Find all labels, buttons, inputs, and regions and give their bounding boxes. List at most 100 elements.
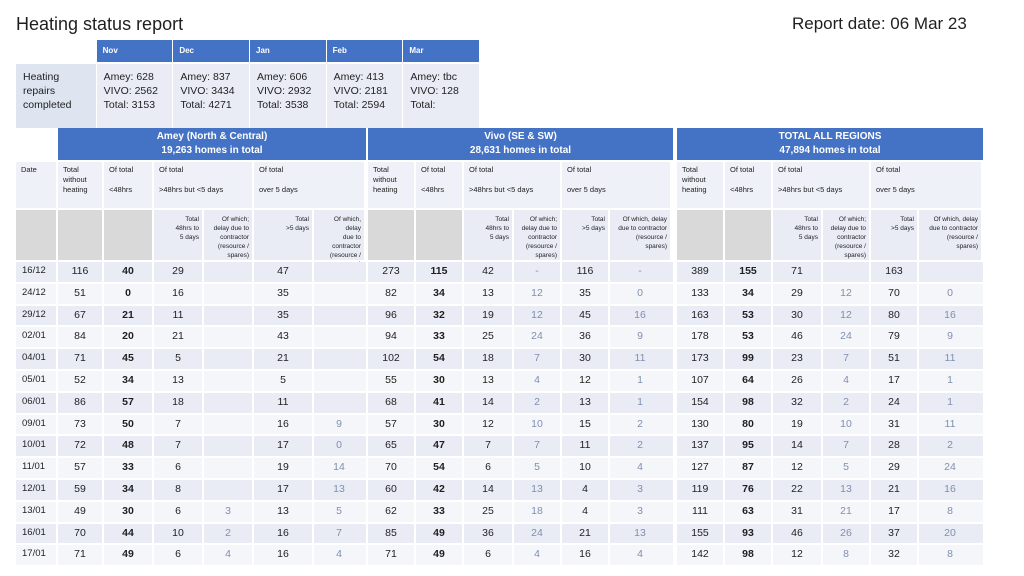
table-cell: 46: [791, 330, 803, 343]
table-cell: 05/01: [22, 374, 46, 385]
table-row: [368, 523, 673, 544]
table-cell: [204, 461, 252, 479]
table-cell: 13: [531, 483, 543, 495]
table-cell: 44: [122, 526, 134, 539]
cell-divider: [723, 327, 725, 348]
report-title: Heating status report: [16, 14, 184, 34]
cell-divider: [312, 458, 314, 478]
table-cell: 116: [576, 265, 594, 277]
cell-divider: [560, 392, 562, 413]
table-cell: 9: [947, 330, 953, 343]
cell-divider: [723, 501, 725, 522]
table-cell: 17: [277, 439, 289, 452]
table-cell: 51: [74, 286, 86, 299]
cell-divider: [252, 327, 254, 348]
cell-divider: [252, 283, 254, 304]
table-cell: 10: [172, 526, 184, 539]
cell-divider: [414, 371, 416, 391]
table-cell: 116: [71, 265, 89, 277]
col-header-48-to-5: Of total >48hrs but <5 days: [464, 162, 560, 208]
cell-divider: [917, 327, 919, 348]
cell-divider: [202, 501, 204, 522]
cell-divider: [512, 523, 514, 544]
table-cell: 24: [531, 526, 543, 539]
cell-divider: [56, 414, 58, 435]
sub-header-delay: Of which; delay due to contractor (resource…: [204, 210, 252, 260]
table-cell: 33: [433, 504, 445, 517]
table-cell: 142: [691, 548, 709, 561]
cell-divider: [771, 305, 773, 326]
table-cell: 173: [691, 352, 709, 365]
cell-divider: [771, 501, 773, 522]
cell-divider: [102, 545, 104, 566]
table-row: [368, 371, 673, 391]
region-name: Vivo (SE & SW): [484, 131, 557, 142]
table-cell: 2: [637, 439, 643, 452]
table-cell: 10: [840, 417, 852, 430]
report-date: Report date: 06 Mar 23: [792, 14, 967, 33]
table-cell: 53: [742, 330, 754, 343]
table-cell: 70: [888, 286, 900, 299]
table-cell: 71: [74, 352, 86, 365]
summary-cell-jan: Amey: 606 VIVO: 2932 Total: 3538: [250, 64, 326, 128]
cell-divider: [312, 283, 314, 304]
table-cell: 49: [74, 504, 86, 517]
cell-divider: [56, 523, 58, 544]
table-cell: 80: [888, 308, 900, 321]
table-cell: 41: [433, 395, 445, 408]
cell-divider: [869, 436, 871, 457]
cell-divider: [202, 305, 204, 326]
table-cell: 31: [791, 504, 803, 517]
cell-divider: [608, 305, 610, 326]
cell-divider: [252, 501, 254, 522]
table-cell: 57: [74, 461, 86, 474]
cell-divider: [202, 458, 204, 478]
cell-divider: [152, 545, 154, 566]
region-homes: 19,263 homes in total: [161, 145, 263, 156]
table-cell: 4: [843, 374, 849, 386]
table-cell: 15: [579, 417, 591, 430]
cell-divider: [869, 349, 871, 369]
summary-header-blank: [16, 40, 96, 62]
cell-divider: [560, 371, 562, 391]
table-cell: [204, 287, 252, 305]
col-header-total-without-heating: Total without heating: [58, 162, 102, 208]
table-cell: 80: [742, 417, 754, 430]
cell-divider: [869, 480, 871, 500]
table-cell: 7: [843, 439, 849, 452]
table-cell: 13: [579, 395, 591, 408]
sub-header-gt5: Total >5 days: [254, 210, 312, 260]
cell-divider: [608, 501, 610, 522]
cell-divider: [102, 523, 104, 544]
region-header-blank: [16, 128, 56, 160]
table-cell: 127: [691, 461, 709, 474]
cell-divider: [869, 371, 871, 391]
cell-divider: [560, 523, 562, 544]
table-cell: 155: [739, 265, 757, 277]
table-cell: 33: [122, 461, 134, 474]
cell-divider: [56, 392, 58, 413]
cell-divider: [462, 545, 464, 566]
table-row: [677, 283, 983, 304]
cell-divider: [462, 283, 464, 304]
sub-header-blank: [368, 210, 414, 260]
cell-divider: [152, 349, 154, 369]
sub-header-48-to-5: Total 48hrs to 5 days: [464, 210, 512, 260]
table-cell: 16: [277, 417, 289, 430]
table-cell: 33: [433, 330, 445, 343]
table-cell: 133: [691, 286, 709, 299]
table-row: [368, 349, 673, 369]
table-cell: 86: [74, 395, 86, 408]
table-cell: 5: [534, 461, 540, 474]
cell-divider: [202, 349, 204, 369]
table-cell: 67: [74, 308, 86, 321]
cell-divider: [252, 371, 254, 391]
cell-divider: [917, 480, 919, 500]
sub-header-blank: [416, 210, 462, 260]
table-cell: 163: [691, 308, 709, 321]
cell-divider: [560, 283, 562, 304]
cell-divider: [512, 262, 514, 282]
cell-divider: [723, 371, 725, 391]
table-cell: 9: [637, 330, 643, 343]
cell-divider: [608, 262, 610, 282]
